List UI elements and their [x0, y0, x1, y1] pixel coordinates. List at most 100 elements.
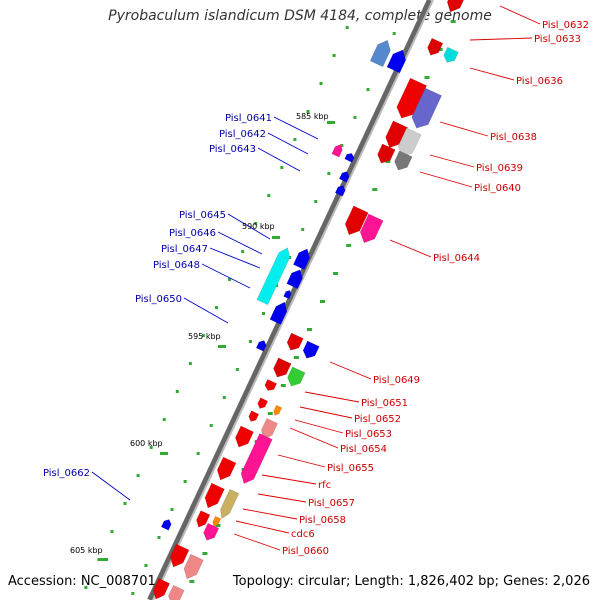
tick-mark	[333, 272, 339, 275]
tick-mark	[314, 200, 318, 203]
gene-feature-forward	[257, 397, 269, 409]
leader-layer	[91, 5, 541, 551]
tick-mark	[202, 552, 208, 555]
gene-label-forward: Pisl_0640	[474, 183, 521, 194]
leader-line-reverse	[227, 213, 271, 240]
tick-mark	[319, 82, 323, 85]
gene-feature-forward	[286, 332, 304, 351]
gene-arrow	[169, 543, 190, 568]
gene-feature-forward	[446, 0, 467, 13]
gene-arrow	[411, 87, 443, 129]
gene-feature-forward	[287, 366, 306, 387]
tick-mark	[267, 412, 273, 415]
tick-mark	[293, 138, 297, 141]
gene-label-reverse: Pisl_0662	[43, 468, 90, 479]
gene-arrow	[168, 584, 185, 600]
leader-line-forward	[389, 239, 432, 258]
tick-mark	[162, 418, 166, 421]
gene-arrow	[152, 578, 171, 600]
tick-mark	[437, 48, 443, 51]
leader-line-forward	[235, 520, 290, 534]
gene-arrow	[344, 153, 355, 163]
tick-mark	[392, 32, 396, 35]
tick-mark	[144, 564, 148, 567]
gene-feature-forward	[394, 150, 413, 171]
gene-label-reverse: Pisl_0643	[209, 144, 256, 155]
gene-arrow	[273, 357, 292, 378]
tick-mark	[188, 362, 192, 365]
scale-tick	[272, 236, 280, 239]
gene-arrow	[344, 205, 369, 236]
tick-mark	[175, 390, 179, 393]
leader-line-forward	[439, 121, 489, 137]
leader-line-reverse	[257, 147, 301, 172]
gene-label-forward: Pisl_0638	[490, 132, 537, 143]
gene-arrow	[212, 515, 222, 527]
scale-tick	[218, 345, 226, 348]
tick-mark	[340, 144, 344, 147]
leader-line-forward	[329, 361, 372, 380]
gene-feature-forward	[168, 584, 185, 600]
tick-mark	[123, 502, 127, 505]
tick-mark	[346, 244, 352, 247]
gene-arrow	[260, 418, 279, 440]
gene-label-forward: Pisl_0660	[282, 546, 329, 557]
gene-feature-reverse	[160, 519, 172, 531]
gene-arrow	[446, 0, 467, 13]
scale-tick	[160, 452, 168, 455]
leader-line-forward	[299, 406, 353, 419]
gene-label-forward: Pisl_0633	[534, 34, 581, 45]
gene-feature-forward	[152, 578, 171, 600]
gene-feature-forward	[359, 213, 384, 244]
gene-feature-forward	[235, 425, 254, 448]
gene-arrow	[220, 488, 240, 520]
tick-mark	[215, 524, 221, 527]
tick-mark	[196, 452, 200, 455]
tick-mark	[267, 194, 271, 197]
tick-mark	[450, 20, 456, 23]
gene-arrow	[334, 185, 346, 197]
label-layer: Pisl_0632 Pisl_0633 Pisl_0636 Pisl_0638 Pisl…	[43, 20, 589, 557]
gene-feature-reverse	[283, 290, 292, 300]
genome-title: Pyrobaculum islandicum DSM 4184, complet…	[108, 8, 492, 24]
gene-label-forward: Pisl_0658	[299, 515, 346, 526]
gene-feature-forward	[216, 456, 237, 481]
leader-line-forward	[257, 493, 307, 503]
gene-feature-reverse	[292, 248, 311, 270]
gene-arrow	[394, 150, 413, 171]
tick-mark	[280, 384, 286, 387]
gene-arrow	[283, 290, 292, 300]
gene-feature-forward	[203, 522, 220, 541]
gene-arrow	[287, 366, 306, 387]
tick-mark	[306, 328, 312, 331]
gene-arrow	[160, 519, 172, 531]
gene-arrow	[204, 482, 225, 509]
leader-line-forward	[429, 154, 475, 168]
leader-line-reverse	[91, 471, 131, 501]
gene-label-reverse: Pisl_0642	[219, 129, 266, 140]
gene-label-forward: cdc6	[291, 529, 315, 540]
leader-line-forward	[469, 67, 515, 81]
scale-label: 595 kbp	[188, 332, 221, 341]
leader-line-forward	[304, 391, 360, 403]
tick-mark	[215, 306, 219, 309]
scale-layer: 585 kbp 590 kbp 595 kbp 600 kbp 605 kbp	[70, 112, 335, 561]
leader-line-forward	[277, 454, 326, 468]
gene-feature-forward	[273, 404, 283, 416]
tick-mark	[170, 508, 174, 511]
tick-mark	[222, 396, 226, 399]
feature-layer	[152, 0, 467, 600]
tick-mark	[306, 110, 310, 113]
gene-feature-forward	[204, 482, 225, 509]
leader-line-forward	[289, 427, 339, 449]
tick-mark	[157, 536, 161, 539]
gene-feature-forward	[443, 46, 459, 63]
tick-mark	[235, 368, 239, 371]
tick-mark	[345, 26, 349, 29]
tick-mark	[366, 88, 370, 91]
gene-feature-forward	[377, 143, 396, 164]
gene-feature-reverse	[338, 171, 350, 183]
gene-arrow	[264, 378, 278, 391]
scale-label: 590 kbp	[242, 222, 275, 231]
